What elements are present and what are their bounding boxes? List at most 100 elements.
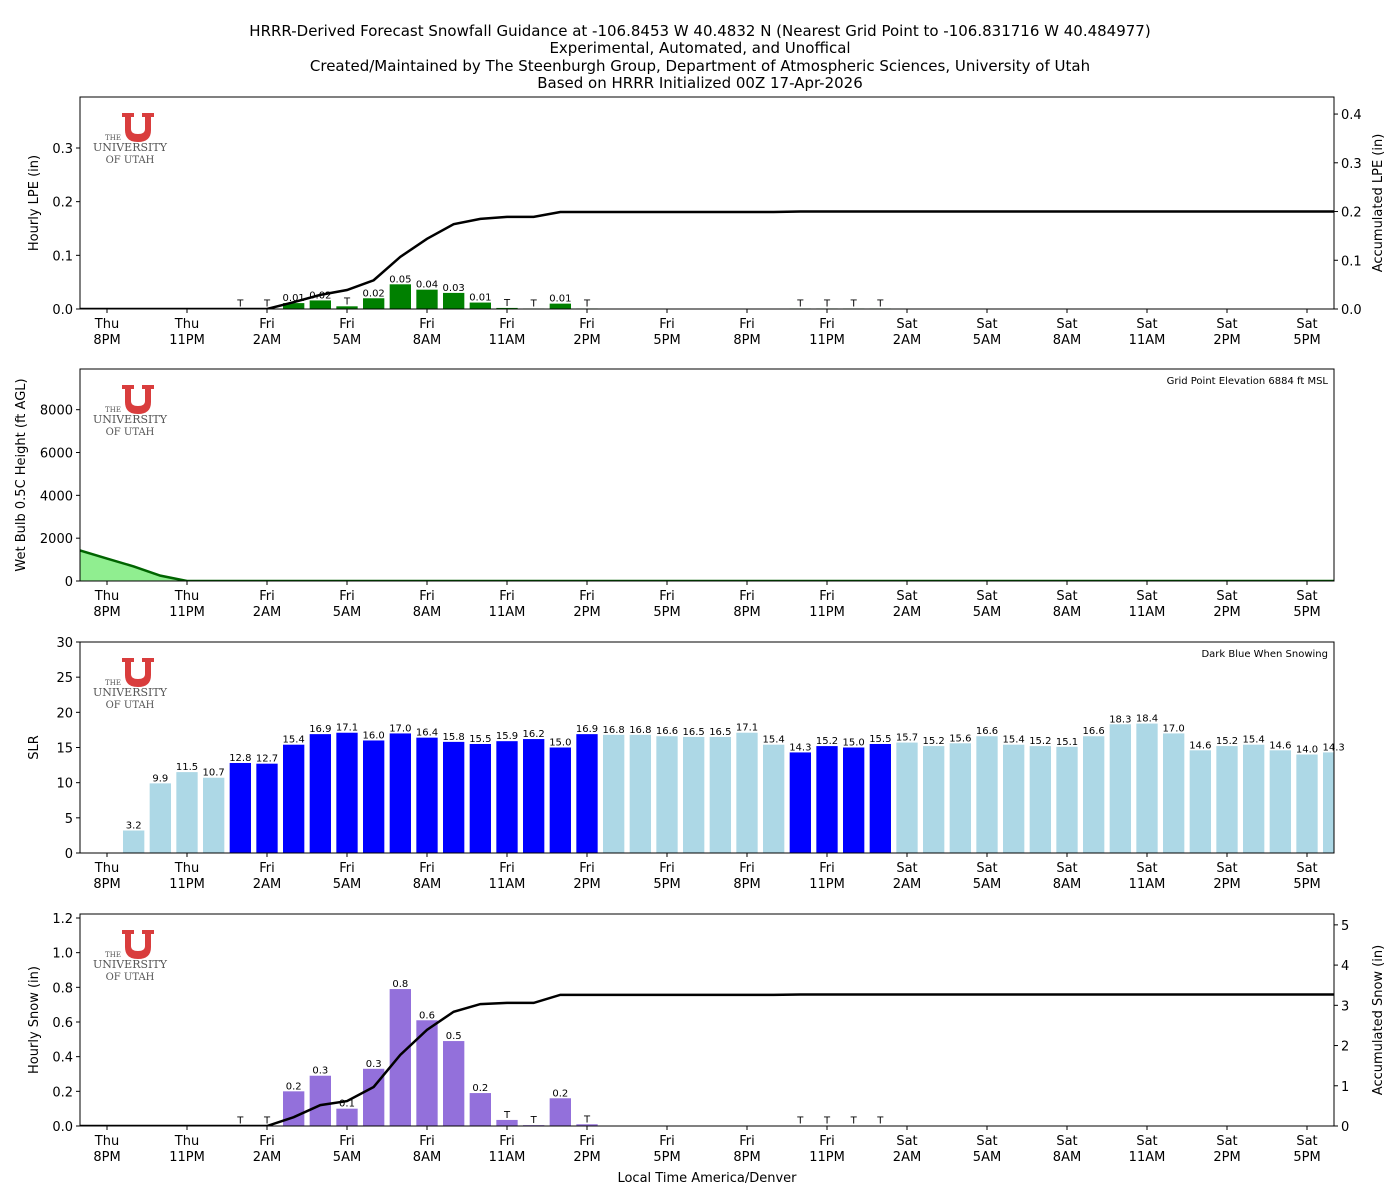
svg-text:OF UTAH: OF UTAH	[106, 972, 155, 983]
bar-label: 16.8	[603, 725, 625, 736]
bar-label: 0.8	[392, 979, 408, 990]
x-tick-time: 5PM	[653, 605, 680, 620]
bar	[176, 772, 198, 853]
x-tick-time: 5AM	[333, 1150, 361, 1165]
x-tick-time: 11PM	[169, 1150, 205, 1165]
bar	[949, 743, 971, 853]
x-tick-day: Sat	[1296, 589, 1317, 604]
bar-label: T	[236, 1116, 244, 1127]
bar	[336, 306, 358, 309]
y-right-tick-label: 4	[1341, 959, 1349, 974]
bar	[336, 1108, 358, 1126]
x-tick-time: 11PM	[809, 1150, 845, 1165]
x-tick-time: 8PM	[93, 605, 120, 620]
bar	[389, 989, 411, 1126]
x-tick-day: Sat	[896, 589, 917, 604]
bar	[576, 734, 598, 853]
bar-label: T	[823, 1116, 831, 1127]
x-tick-time: 8PM	[733, 333, 760, 348]
bar-label: 15.4	[1243, 735, 1265, 746]
x-tick-day: Fri	[499, 589, 515, 604]
y-right-tick-label: 2	[1341, 1040, 1349, 1055]
y-tick-label: 0.2	[52, 196, 73, 211]
bar	[416, 737, 438, 853]
bar	[1189, 750, 1211, 853]
bar-label: 18.4	[1136, 714, 1158, 725]
x-tick-day: Fri	[419, 1134, 435, 1149]
plot-area	[123, 723, 1334, 853]
svg-text:UNIVERSITY: UNIVERSITY	[93, 686, 168, 699]
bar-label: T	[796, 1116, 804, 1127]
x-tick-day: Thu	[174, 1134, 199, 1149]
y-tick-label: 0	[65, 847, 73, 862]
y-tick-label: 8000	[40, 404, 73, 419]
bar	[416, 1020, 438, 1126]
bar-label: 14.0	[1296, 745, 1318, 756]
bar	[1136, 723, 1158, 853]
x-tick-time: 5PM	[1293, 877, 1320, 892]
block-u-icon	[122, 930, 154, 959]
block-u-icon	[122, 385, 154, 414]
x-tick-time: 8PM	[733, 1150, 760, 1165]
accumulated-line	[80, 993, 1334, 1126]
svg-text:THE: THE	[105, 951, 121, 959]
svg-text:UNIVERSITY: UNIVERSITY	[93, 413, 168, 426]
x-tick-day: Sat	[1056, 861, 1077, 876]
bar-label: 15.9	[496, 731, 518, 742]
bar	[363, 1068, 385, 1126]
y-tick-label: 15	[56, 742, 73, 757]
y-tick-label: 0.0	[52, 1120, 73, 1135]
x-tick-time: 8AM	[1053, 877, 1081, 892]
y-tick-label: 25	[56, 671, 73, 686]
bar-label: 17.0	[389, 723, 411, 734]
bar-label: 15.2	[1216, 736, 1238, 747]
x-tick-time: 2AM	[253, 333, 281, 348]
x-tick-time: 2PM	[573, 877, 600, 892]
x-tick-time: 11PM	[809, 605, 845, 620]
bar-label: 0.02	[309, 290, 331, 301]
bar-label: T	[583, 298, 591, 309]
bar-label: 15.2	[923, 736, 945, 747]
x-tick-day: Sat	[1056, 317, 1077, 332]
x-tick-day: Fri	[419, 317, 435, 332]
x-tick-time: 8PM	[93, 877, 120, 892]
bar	[123, 830, 145, 853]
bar-label: T	[343, 296, 351, 307]
bar-label: 14.6	[1269, 740, 1291, 751]
x-tick-time: 11PM	[809, 877, 845, 892]
bar-label: 15.5	[469, 734, 491, 745]
bar-label: 0.05	[389, 274, 411, 285]
bar	[496, 307, 518, 309]
x-tick-time: 5AM	[333, 605, 361, 620]
x-tick-time: 11PM	[169, 333, 205, 348]
bar-label: 16.6	[1083, 726, 1105, 737]
bar	[283, 1091, 305, 1126]
bar-label: T	[503, 1110, 511, 1121]
y-right-axis-label: Accumulated LPE (in)	[1371, 134, 1386, 273]
bar-label: 0.01	[469, 293, 491, 304]
bar-label: 15.6	[949, 733, 971, 744]
bar	[976, 736, 998, 853]
x-tick-day: Sat	[1216, 861, 1237, 876]
x-tick-day: Fri	[419, 861, 435, 876]
bar	[549, 1098, 571, 1126]
bar	[416, 289, 438, 309]
y-tick-label: 0.3	[52, 142, 73, 157]
bar	[363, 298, 385, 309]
bar	[816, 746, 838, 853]
x-tick-day: Thu	[94, 861, 119, 876]
x-tick-time: 2AM	[893, 333, 921, 348]
y-tick-label: 20	[56, 706, 73, 721]
bar-label: T	[876, 298, 884, 309]
x-tick-time: 2PM	[1213, 605, 1240, 620]
x-tick-day: Sat	[1296, 861, 1317, 876]
bar-label: 15.2	[816, 736, 838, 747]
bar-label: 15.5	[869, 734, 891, 745]
x-tick-time: 5AM	[333, 333, 361, 348]
x-tick-time: 11PM	[169, 877, 205, 892]
x-tick-day: Fri	[659, 1134, 675, 1149]
x-tick-day: Thu	[174, 861, 199, 876]
svg-text:THE: THE	[105, 679, 121, 687]
